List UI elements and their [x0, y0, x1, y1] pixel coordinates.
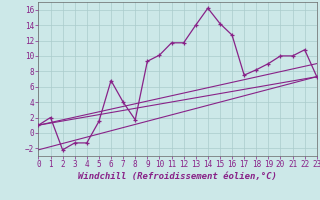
X-axis label: Windchill (Refroidissement éolien,°C): Windchill (Refroidissement éolien,°C) [78, 172, 277, 181]
